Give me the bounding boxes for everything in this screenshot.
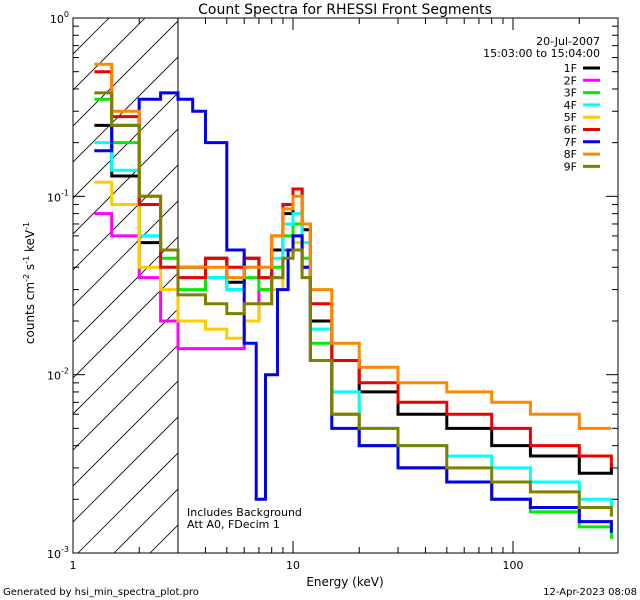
annotation-background: Includes Background [187, 506, 302, 519]
legend-label-3f: 3F [564, 87, 577, 100]
y-tick-label: 10-3 [47, 545, 69, 561]
plot-frame [72, 17, 619, 554]
series-line-1f [94, 123, 613, 475]
footer-generator: Generated by hsi_min_spectra_plot.pro [3, 587, 199, 598]
hatch-line [73, 308, 178, 415]
x-tick-labels: 1 10 100 [70, 559, 524, 572]
series-line-6f [94, 70, 613, 468]
legend-label-4f: 4F [564, 99, 577, 112]
chart-title: Count Spectra for RHESSI Front Segments [198, 2, 492, 18]
hatch-line [73, 236, 178, 343]
hatch-line [73, 416, 178, 523]
y-label-exp-1: -2 [22, 274, 31, 282]
legend-label-7f: 7F [564, 136, 577, 149]
x-axis-label: Energy (keV) [306, 575, 383, 589]
legend-label-8f: 8F [564, 148, 577, 161]
annotation-attenuator: Att A0, FDecim 1 [187, 518, 280, 531]
hatch-line [73, 200, 178, 307]
x-tick-label: 10 [286, 559, 300, 572]
svg-text:counts cm-2 s-1 keV-1: counts cm-2 s-1 keV-1 [22, 222, 37, 344]
time-range-label: 15:03:00 to 15:04:00 [483, 47, 600, 60]
hatch-line [73, 18, 110, 55]
legend-label-6f: 6F [564, 124, 577, 137]
y-tick-label: 10-2 [47, 367, 69, 383]
series-line-2f [94, 212, 613, 527]
footer-timestamp: 12-Apr-2023 08:08 [543, 587, 637, 598]
hatch-line [73, 20, 178, 127]
y-label-exp-2: -1 [22, 256, 31, 264]
legend-label-5f: 5F [564, 111, 577, 124]
series-line-7f [94, 91, 613, 533]
y-label-part-1: counts cm [23, 282, 37, 344]
hatch-line [73, 344, 178, 451]
y-tick-labels: 100 10-1 10-2 10-3 [47, 10, 69, 561]
legend-label-2f: 2F [564, 74, 577, 87]
y-label-exp-3: -1 [22, 222, 31, 230]
series-layer [94, 62, 613, 539]
hatch-line [77, 452, 178, 553]
series-line-5f [94, 180, 613, 527]
x-tick-label: 1 [70, 559, 77, 572]
date-label: 20-Jul-2007 [536, 35, 600, 48]
hatch-line [73, 92, 178, 199]
axis-ticks [72, 17, 619, 554]
series-line-9f [94, 91, 613, 517]
series-line-3f [94, 97, 613, 539]
hatch-line [73, 272, 178, 379]
hatch-line [73, 164, 178, 271]
legend-label-1f: 1F [564, 62, 577, 75]
hatch-line [73, 380, 178, 487]
series-line-4f [94, 141, 613, 508]
y-tick-label: 100 [50, 10, 69, 26]
y-axis-label: counts cm-2 s-1 keV-1 [22, 222, 37, 344]
background-hatch-region [73, 18, 178, 553]
y-label-part-2: s [23, 264, 37, 274]
x-tick-label: 100 [503, 559, 524, 572]
hatch-line [73, 56, 178, 163]
y-tick-label: 10-1 [47, 188, 69, 204]
series-line-8f [94, 62, 612, 430]
legend-label-9f: 9F [564, 160, 577, 173]
y-label-part-3: keV [23, 229, 37, 256]
